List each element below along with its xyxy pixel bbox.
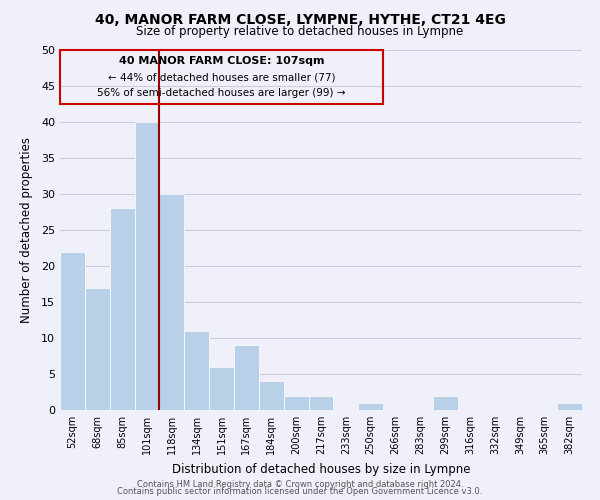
Bar <box>110 208 134 410</box>
Text: Contains HM Land Registry data © Crown copyright and database right 2024.: Contains HM Land Registry data © Crown c… <box>137 480 463 489</box>
Text: Contains public sector information licensed under the Open Government Licence v3: Contains public sector information licen… <box>118 487 482 496</box>
Bar <box>433 396 458 410</box>
Bar <box>184 331 209 410</box>
Bar <box>358 403 383 410</box>
Text: Size of property relative to detached houses in Lympne: Size of property relative to detached ho… <box>136 25 464 38</box>
Bar <box>284 396 308 410</box>
Bar <box>234 345 259 410</box>
Text: 40, MANOR FARM CLOSE, LYMPNE, HYTHE, CT21 4EG: 40, MANOR FARM CLOSE, LYMPNE, HYTHE, CT2… <box>95 12 505 26</box>
Text: 40 MANOR FARM CLOSE: 107sqm: 40 MANOR FARM CLOSE: 107sqm <box>119 56 325 66</box>
Text: 56% of semi-detached houses are larger (99) →: 56% of semi-detached houses are larger (… <box>97 88 346 98</box>
Bar <box>60 252 85 410</box>
Bar <box>557 403 582 410</box>
X-axis label: Distribution of detached houses by size in Lympne: Distribution of detached houses by size … <box>172 462 470 475</box>
Bar <box>259 381 284 410</box>
Bar <box>160 194 184 410</box>
Bar <box>85 288 110 410</box>
Bar <box>134 122 160 410</box>
Bar <box>209 367 234 410</box>
Text: ← 44% of detached houses are smaller (77): ← 44% of detached houses are smaller (77… <box>108 72 335 83</box>
Bar <box>60 50 383 104</box>
Y-axis label: Number of detached properties: Number of detached properties <box>20 137 32 323</box>
Bar <box>308 396 334 410</box>
